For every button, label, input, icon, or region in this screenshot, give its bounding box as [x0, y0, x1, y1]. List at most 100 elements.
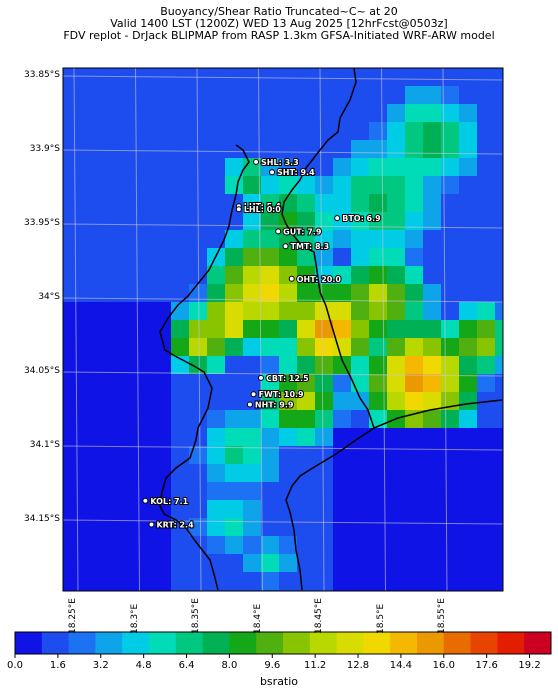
field-cell [189, 338, 207, 356]
field-cell [351, 320, 369, 338]
field-cell [225, 464, 243, 482]
field-cell [369, 356, 387, 374]
field-cell [63, 86, 81, 104]
field-cell [495, 158, 503, 176]
field-cell [261, 500, 279, 518]
longitude-gridline [319, 67, 325, 592]
field-cell [441, 194, 459, 212]
field-cell [243, 356, 261, 374]
field-cell [405, 572, 423, 590]
field-cell [243, 410, 261, 428]
field-cell [81, 284, 99, 302]
field-cell [153, 374, 171, 392]
field-cell [99, 572, 117, 590]
field-cell [279, 104, 297, 122]
field-cell [153, 410, 171, 428]
field-cell [153, 554, 171, 572]
field-cell [243, 140, 261, 158]
field-cell [207, 104, 225, 122]
field-cell [387, 266, 405, 284]
field-cell [423, 482, 441, 500]
field-cell [81, 374, 99, 392]
field-cell [333, 176, 351, 194]
field-cell [171, 428, 189, 446]
field-cell [387, 554, 405, 572]
field-cell [441, 230, 459, 248]
field-cell [477, 284, 495, 302]
field-cell [279, 176, 297, 194]
field-cell [63, 428, 81, 446]
field-cell [369, 86, 387, 104]
field-cell [441, 212, 459, 230]
colorbar-tick-label: 0.0 [7, 660, 23, 671]
field-cell [243, 68, 261, 86]
longitude-label: 18.5°E [375, 603, 386, 634]
field-cell [369, 446, 387, 464]
field-cell [225, 446, 243, 464]
field-cell [369, 158, 387, 176]
field-cell [63, 356, 81, 374]
field-cell [369, 68, 387, 86]
field-cell [495, 500, 503, 518]
field-cell [315, 320, 333, 338]
field-cell [369, 554, 387, 572]
field-cell [369, 194, 387, 212]
latitude-label: 33.9°S [29, 144, 60, 154]
field-cell [441, 320, 459, 338]
field-cell [495, 374, 503, 392]
field-cell [477, 338, 495, 356]
field-cell [171, 446, 189, 464]
field-cell [135, 140, 153, 158]
latitude-gridline [62, 445, 504, 451]
field-cell [135, 572, 153, 590]
field-cell [225, 374, 243, 392]
latitude-label: 34.05°S [24, 366, 60, 376]
field-cell [225, 392, 243, 410]
field-cell [225, 176, 243, 194]
field-cell [135, 158, 153, 176]
field-cell [81, 266, 99, 284]
field-cell [495, 266, 503, 284]
field-cell [441, 518, 459, 536]
field-cell [477, 554, 495, 572]
field-cell [153, 140, 171, 158]
field-cell [441, 284, 459, 302]
field-cell [135, 410, 153, 428]
field-cell [63, 122, 81, 140]
field-cell [387, 536, 405, 554]
field-cell [333, 392, 351, 410]
field-cell [441, 536, 459, 554]
field-cell [279, 536, 297, 554]
field-cell [405, 554, 423, 572]
field-cell [225, 410, 243, 428]
field-cell [441, 554, 459, 572]
field-cell [351, 122, 369, 140]
field-cell [225, 104, 243, 122]
field-cell [99, 302, 117, 320]
field-cell [459, 410, 477, 428]
station-marker [235, 206, 242, 213]
field-cell [441, 68, 459, 86]
field-cell [261, 446, 279, 464]
coastline-false-bay [373, 399, 503, 429]
field-cell [279, 158, 297, 176]
field-cell [81, 158, 99, 176]
field-cell [315, 302, 333, 320]
field-cell [153, 572, 171, 590]
field-cell [279, 320, 297, 338]
field-cell [477, 302, 495, 320]
field-cell [279, 140, 297, 158]
field-cell [297, 266, 315, 284]
field-cell [63, 572, 81, 590]
field-cell [189, 446, 207, 464]
field-cell [315, 392, 333, 410]
longitude-label: 18.35°E [191, 598, 201, 634]
field-cell [369, 428, 387, 446]
field-cell [441, 410, 459, 428]
field-cell [441, 446, 459, 464]
field-cell [315, 482, 333, 500]
field-cell [333, 248, 351, 266]
field-cell [225, 500, 243, 518]
field-cell [423, 212, 441, 230]
field-cell [315, 374, 333, 392]
